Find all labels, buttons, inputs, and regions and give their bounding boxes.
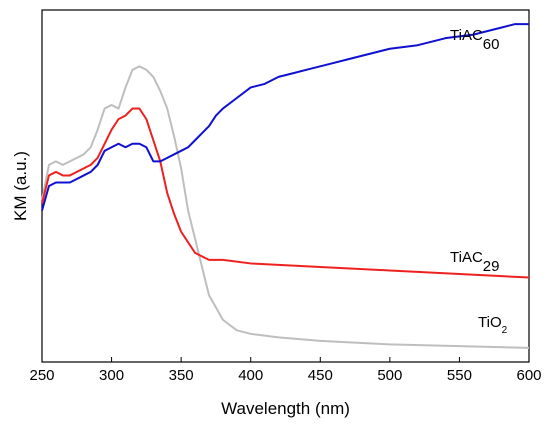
x-tick-label: 300 xyxy=(99,367,124,384)
x-tick-label: 250 xyxy=(29,367,54,384)
x-axis-title: Wavelength (nm) xyxy=(221,399,350,418)
plot-frame xyxy=(41,9,530,363)
x-tick-label: 600 xyxy=(516,367,541,384)
x-tick-label: 550 xyxy=(447,367,472,384)
series-labels: TiAC60 TiAC29 TiO2 xyxy=(450,27,508,336)
x-tick-label: 500 xyxy=(377,367,402,384)
x-axis-ticks: 250 300 350 400 450 500 550 600 xyxy=(29,357,542,384)
series-line-tiac60 xyxy=(41,23,529,211)
y-axis-title: KM (a.u.) xyxy=(11,151,30,221)
x-tick-label: 350 xyxy=(169,367,194,384)
series-line-tiac29 xyxy=(41,107,530,279)
series-layer xyxy=(41,23,530,349)
x-tick-label: 400 xyxy=(238,367,263,384)
series-label-tio2: TiO2 xyxy=(478,314,508,336)
series-label-tiac60: TiAC60 xyxy=(450,27,499,53)
series-label-tiac29: TiAC29 xyxy=(450,249,499,275)
series-line-tio2 xyxy=(41,65,530,349)
x-tick-label: 450 xyxy=(308,367,333,384)
